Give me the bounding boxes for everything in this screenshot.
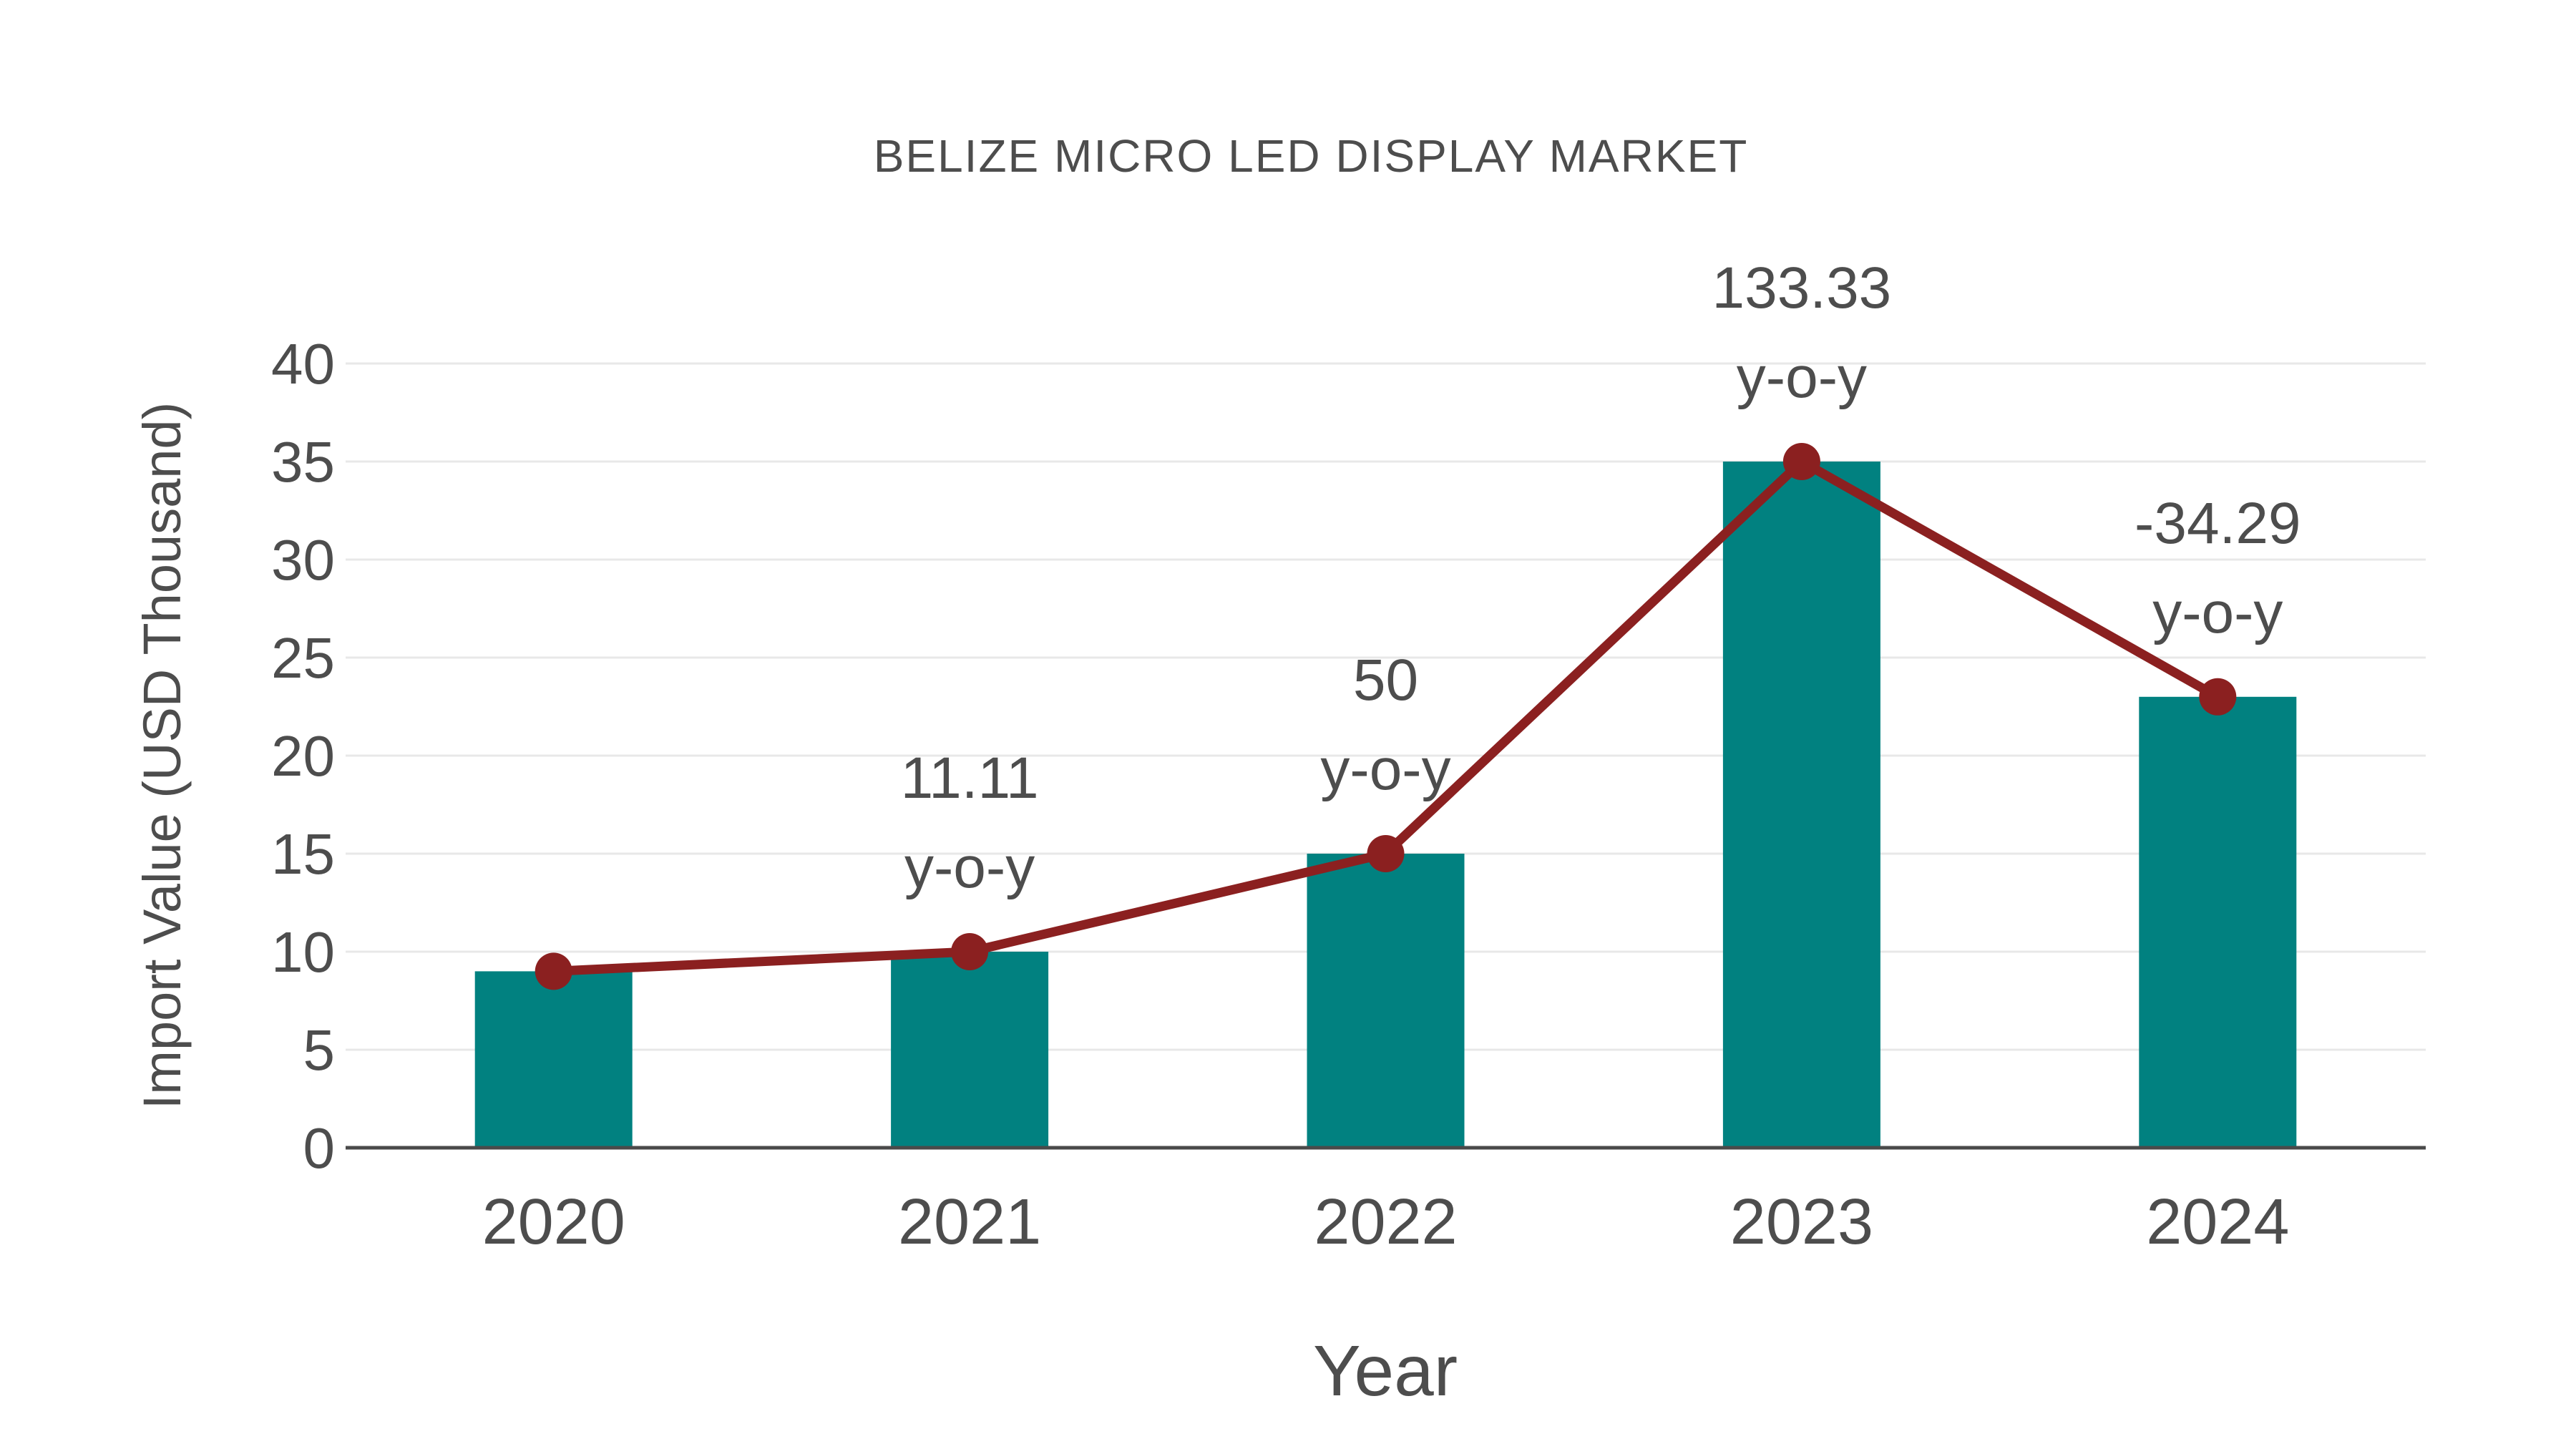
y-axis-title: Import Value (USD Thousand) [132, 402, 192, 1110]
bar-2022 [1307, 854, 1465, 1148]
y-tick-label-15: 15 [271, 822, 335, 886]
bar-series [474, 462, 2297, 1148]
bar-2023 [1722, 462, 1880, 1148]
line-marker-2024 [2199, 678, 2237, 716]
x-tick-label-2021: 2021 [898, 1186, 1041, 1258]
annotation-yoy-2024: y-o-y [2152, 580, 2283, 645]
y-tick-label-10: 10 [271, 920, 335, 984]
x-tick-label-2023: 2023 [1730, 1186, 1873, 1258]
x-axis-tick-labels: 2020 2021 2022 2023 2024 [482, 1186, 2290, 1258]
line-marker-2023 [1782, 443, 1820, 480]
y-tick-label-40: 40 [271, 332, 335, 396]
annotation-value-2024: -34.29 [2135, 491, 2301, 556]
y-tick-label-20: 20 [271, 724, 335, 788]
annotation-value-2023: 133.33 [1712, 255, 1891, 321]
data-label-annotations: 11.11 y-o-y 50 y-o-y 133.33 y-o-y -34.29 y-o-y [901, 255, 2301, 900]
bar-2020 [474, 971, 633, 1148]
line-marker-2021 [951, 933, 989, 970]
x-tick-label-2024: 2024 [2146, 1186, 2289, 1258]
annotation-yoy-2021: y-o-y [904, 835, 1035, 900]
annotation-value-2022: 50 [1353, 648, 1418, 713]
y-tick-label-25: 25 [271, 626, 335, 690]
line-marker-2022 [1367, 835, 1405, 872]
y-axis-tick-labels: 0 5 10 15 20 25 30 35 40 [271, 332, 335, 1180]
y-tick-label-30: 30 [271, 528, 335, 592]
y-tick-label-35: 35 [271, 430, 335, 494]
line-marker-2020 [535, 952, 572, 990]
bar-2024 [2139, 696, 2297, 1148]
bar-2021 [891, 952, 1049, 1148]
annotation-yoy-2023: y-o-y [1737, 345, 1867, 410]
x-tick-label-2022: 2022 [1314, 1186, 1457, 1258]
y-tick-label-0: 0 [303, 1116, 336, 1180]
y-tick-label-5: 5 [303, 1018, 336, 1082]
x-axis-title: Year [1313, 1331, 1458, 1411]
annotation-value-2021: 11.11 [901, 746, 1039, 811]
line-series [535, 443, 2237, 990]
x-tick-label-2020: 2020 [482, 1186, 625, 1258]
annotation-yoy-2022: y-o-y [1320, 737, 1450, 802]
chart-title: BELIZE MICRO LED DISPLAY MARKET [874, 130, 1749, 182]
